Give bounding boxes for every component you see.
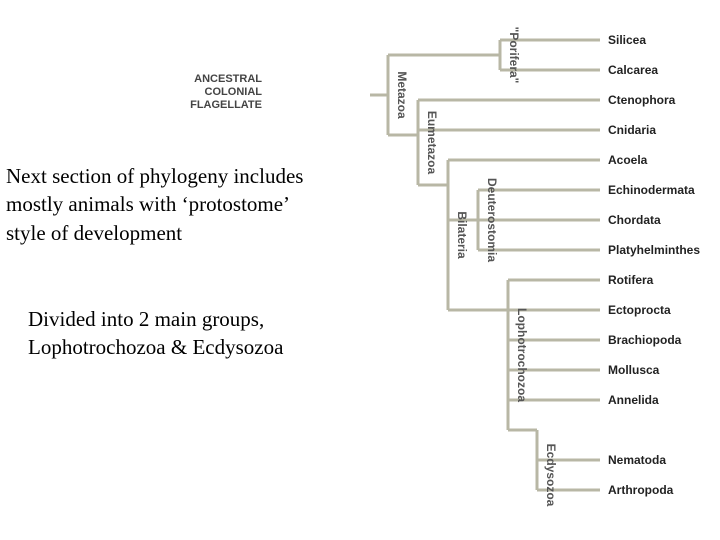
taxon-label: Echinodermata [608, 183, 695, 197]
taxon-label: Arthropoda [608, 483, 674, 497]
taxon-label: Nematoda [608, 453, 666, 467]
taxon-label: Chordata [608, 213, 661, 227]
taxon-label: Mollusca [608, 363, 660, 377]
taxon-label: Rotifera [608, 273, 654, 287]
clade-label: Metazoa [395, 71, 409, 119]
taxon-label: Annelida [608, 393, 659, 407]
clade-label: Lophotrochozoa [515, 308, 529, 402]
clade-label: Deuterostomia [485, 178, 499, 262]
phylogeny-tree: ANCESTRALCOLONIALFLAGELLATE Metazoa "Porif… [0, 0, 720, 540]
clade-label: Eumetazoa [425, 111, 439, 175]
taxon-label: Silicea [608, 33, 646, 47]
taxon-label: Ctenophora [608, 93, 676, 107]
root-label-line: COLONIAL [205, 86, 263, 98]
taxon-label: Platyhelminthes [608, 243, 700, 257]
root-label-line: ANCESTRAL [194, 73, 262, 85]
clade-label: "Porifera" [507, 27, 521, 84]
clade-label: Bilateria [455, 211, 469, 259]
clade-label: Ecdysozoa [544, 444, 558, 507]
taxon-label: Calcarea [608, 63, 658, 77]
taxon-label: Brachiopoda [608, 333, 682, 347]
taxon-label: Ectoprocta [608, 303, 671, 317]
root-label-line: FLAGELLATE [190, 99, 262, 111]
taxon-label: Cnidaria [608, 123, 656, 137]
taxon-label: Acoela [608, 153, 648, 167]
